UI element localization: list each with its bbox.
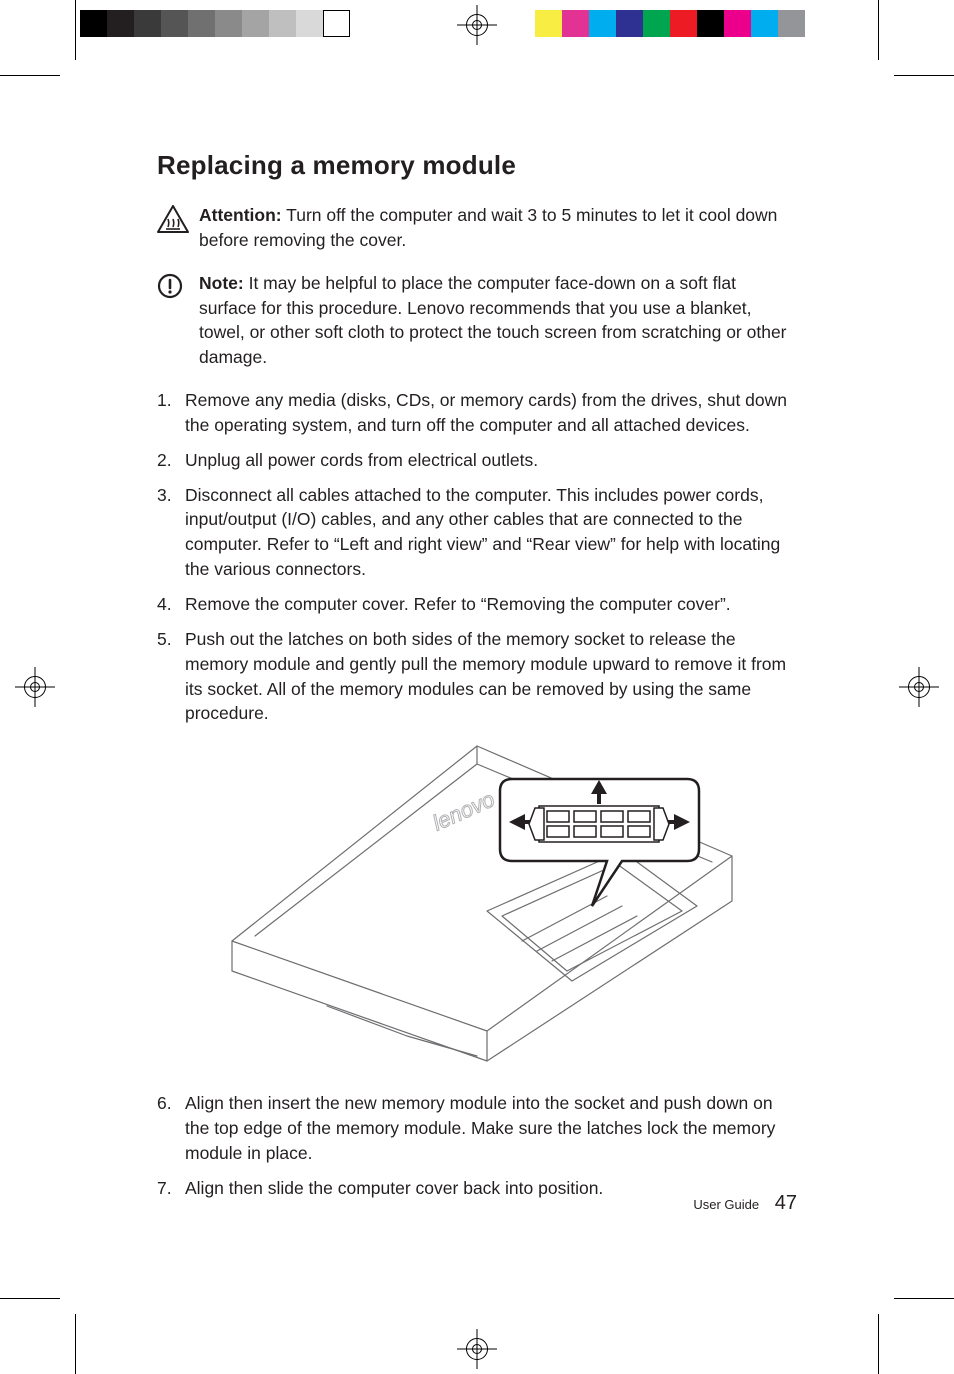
color-swatch xyxy=(161,10,188,37)
color-bar-left xyxy=(80,10,350,37)
crop-mark xyxy=(894,75,954,76)
color-swatch xyxy=(134,10,161,37)
page-footer: User Guide 47 xyxy=(157,1192,797,1215)
color-swatch xyxy=(296,10,323,37)
color-swatch xyxy=(80,10,107,37)
color-swatch xyxy=(751,10,778,37)
memory-module-diagram: lenovo xyxy=(157,736,797,1073)
instruction-step: Remove any media (disks, CDs, or memory … xyxy=(157,388,797,438)
crop-mark xyxy=(75,1314,76,1374)
instruction-list: Remove any media (disks, CDs, or memory … xyxy=(157,388,797,1200)
color-swatch xyxy=(589,10,616,37)
color-swatch xyxy=(778,10,805,37)
attention-text: Attention: Turn off the computer and wai… xyxy=(199,203,797,253)
instruction-step: Unplug all power cords from electrical o… xyxy=(157,448,797,473)
attention-callout: Attention: Turn off the computer and wai… xyxy=(157,203,797,253)
registration-mark-icon xyxy=(899,667,939,707)
instruction-step: Push out the latches on both sides of th… xyxy=(157,627,797,726)
color-swatch xyxy=(323,10,350,37)
registration-mark-icon xyxy=(457,5,497,45)
color-swatch xyxy=(562,10,589,37)
color-swatch xyxy=(107,10,134,37)
registration-mark-icon xyxy=(15,667,55,707)
footer-label: User Guide xyxy=(693,1197,759,1212)
instruction-step: Remove the computer cover. Refer to “Rem… xyxy=(157,592,797,617)
crop-mark xyxy=(0,75,60,76)
registration-mark-icon xyxy=(457,1329,497,1369)
instruction-step: Align then insert the new memory module … xyxy=(157,1091,797,1166)
note-callout: Note: It may be helpful to place the com… xyxy=(157,271,797,370)
crop-mark xyxy=(894,1298,954,1299)
color-swatch xyxy=(643,10,670,37)
crop-mark xyxy=(0,1298,60,1299)
color-swatch xyxy=(724,10,751,37)
note-info-icon xyxy=(157,271,199,304)
crop-mark xyxy=(878,0,879,60)
hot-surface-warning-icon xyxy=(157,203,199,238)
crop-mark xyxy=(75,0,76,60)
crop-mark xyxy=(878,1314,879,1374)
section-title: Replacing a memory module xyxy=(157,150,797,181)
color-swatch xyxy=(215,10,242,37)
page-content: Replacing a memory module Attention: Tur… xyxy=(157,150,797,1210)
color-swatch xyxy=(188,10,215,37)
instruction-step: Disconnect all cables attached to the co… xyxy=(157,483,797,582)
color-swatch xyxy=(269,10,296,37)
color-swatch xyxy=(670,10,697,37)
color-swatch xyxy=(535,10,562,37)
page-number: 47 xyxy=(775,1192,797,1214)
color-swatch xyxy=(616,10,643,37)
note-text: Note: It may be helpful to place the com… xyxy=(199,271,797,370)
color-swatch xyxy=(242,10,269,37)
color-swatch xyxy=(697,10,724,37)
color-bar-right xyxy=(535,10,805,37)
